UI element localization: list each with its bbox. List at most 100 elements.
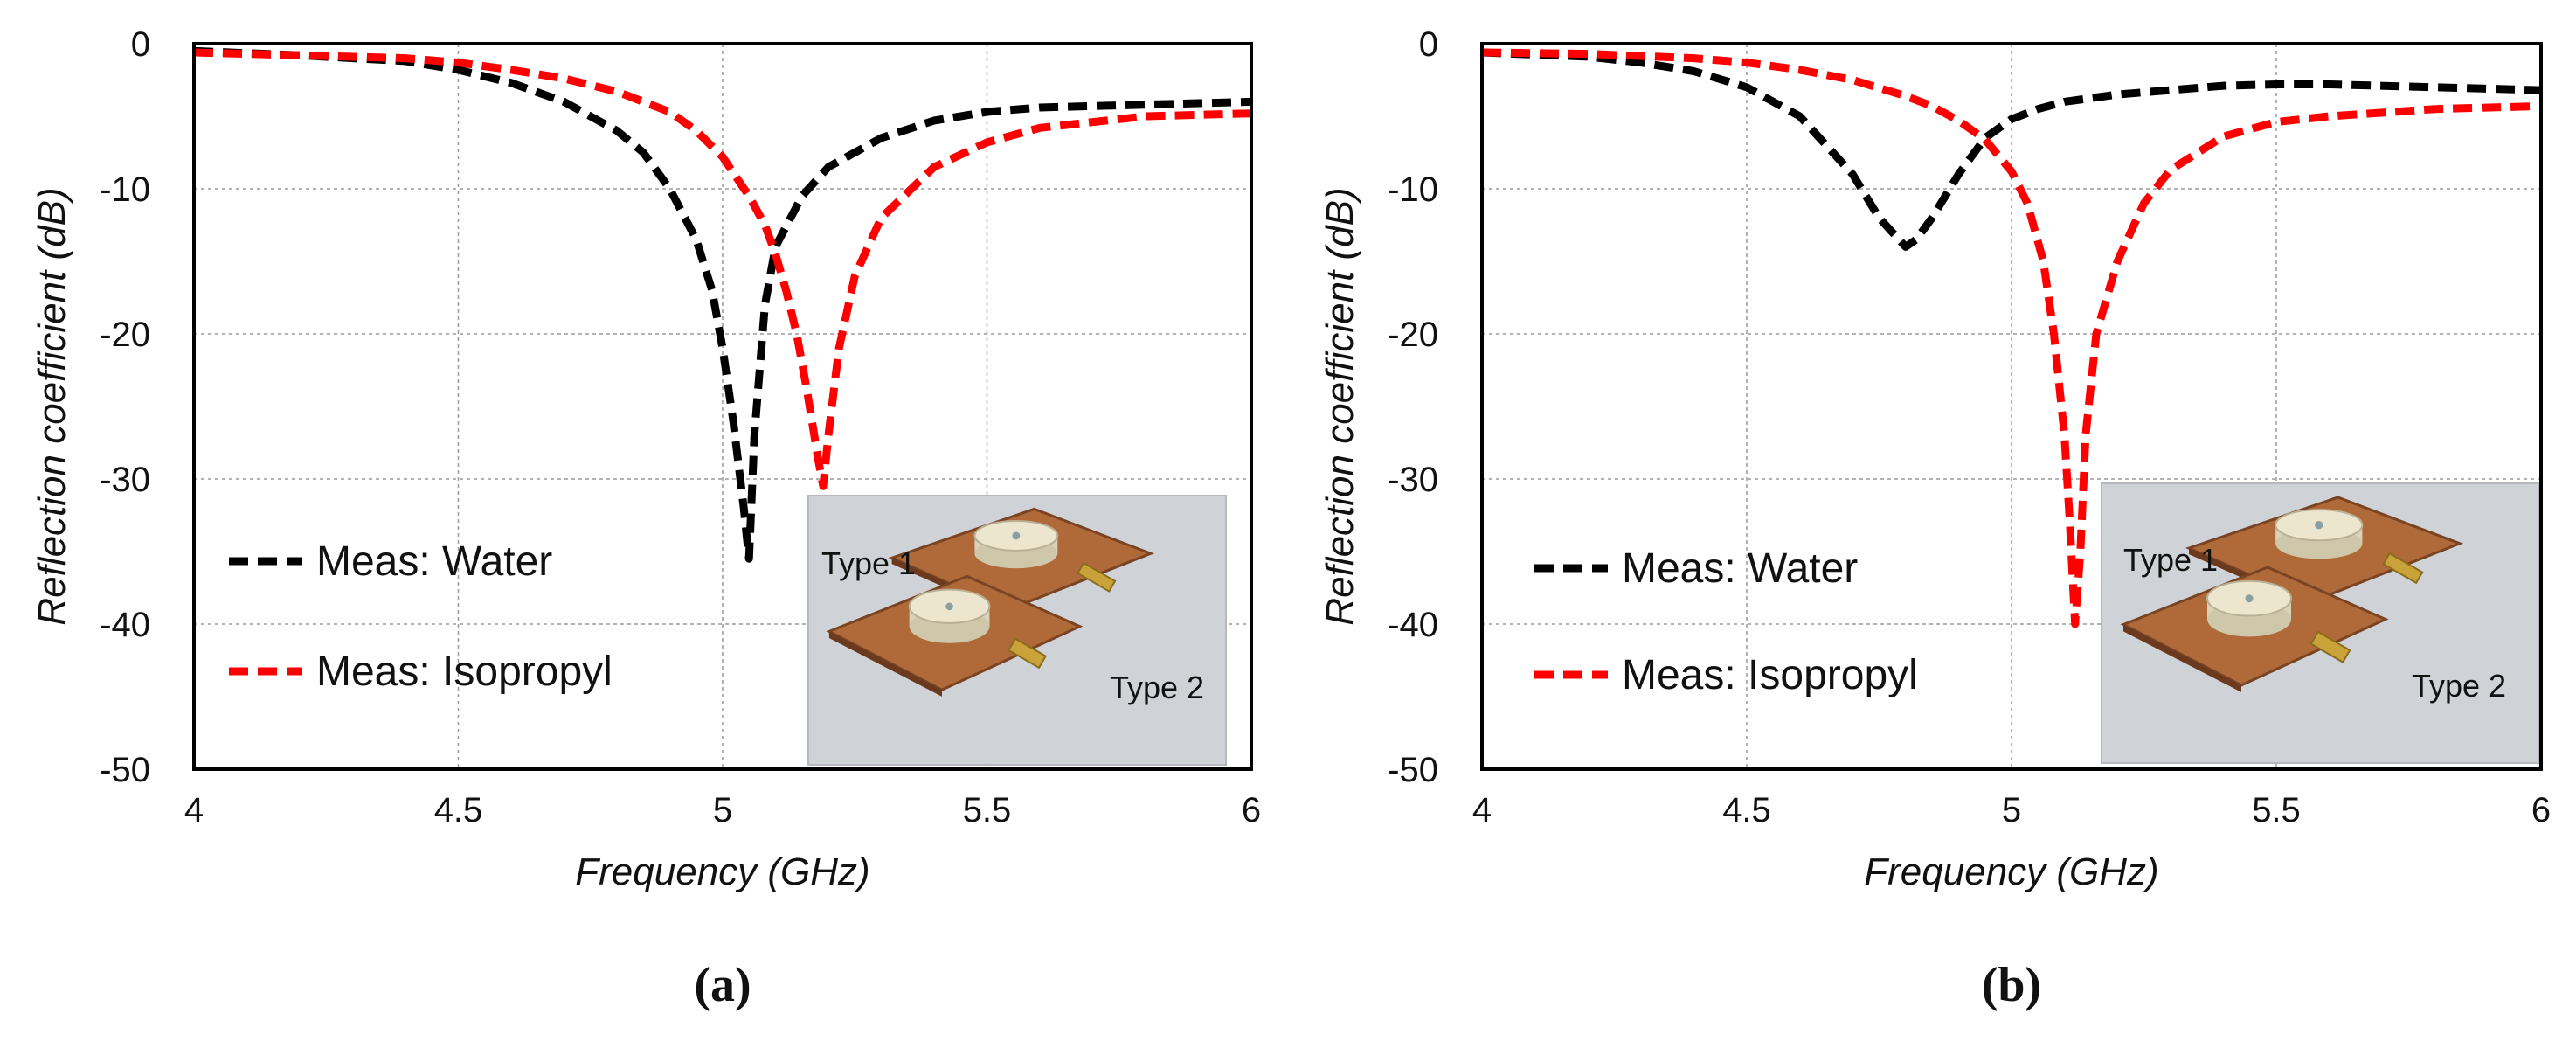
legend-label-isopropyl: Meas: Isopropyl [1622,652,1918,698]
board-type-1-sma-connector [1007,637,1048,670]
board-type-1-sma-connector [2309,630,2351,664]
legend-label-water: Meas: Water [1622,545,1858,592]
inset-label-type-1: Type 1 [821,545,916,581]
data-point-water [732,420,735,422]
board-type-1-plate-edge [828,631,942,697]
data-point-water [1639,61,1642,64]
data-point-isopropyl [774,253,777,255]
board-type-1-plate-edge [2123,624,2241,692]
x-tick-label: 6 [1242,791,1261,829]
data-point-isopropyl [2143,202,2145,205]
data-point-isopropyl [2116,260,2119,263]
y-tick-label: -20 [1388,316,1438,354]
data-point-isopropyl [1984,138,1986,141]
y-axis-title: Reflection coefficient (dB) [31,187,73,625]
data-point-isopropyl [2434,108,2436,110]
data-point-water [616,129,619,132]
data-point-water [1039,107,1042,109]
legend-label-water: Meas: Water [316,538,552,585]
board-type-1-resonator-hole [945,602,953,611]
data-point-water [800,195,803,198]
plot-frame [1480,42,2543,771]
data-point-isopropyl [838,347,841,350]
series-line-isopropyl [1481,48,2542,628]
data-point-water [1798,115,1801,118]
x-axis-title: Frequency (GHz) [575,850,869,893]
data-point-isopropyl [2275,121,2278,123]
inset-photo: Type 1 Type 2 [807,495,1227,766]
data-point-water [2037,108,2039,110]
data-point-isopropyl [816,456,819,459]
data-point-water [933,119,936,121]
x-tick-label: 4 [1472,791,1492,829]
data-point-isopropyl [2026,202,2029,205]
y-tick-label: -10 [1388,170,1438,209]
panel-b: Type 1 Type 2 4 4.5 5 5.5 6 0 -10 -20 -30 -40 -50 Fre… [1319,25,2551,1012]
data-point-water [710,289,713,292]
data-point-isopropyl [748,195,751,198]
y-tick-label: -40 [100,606,150,644]
data-point-isopropyl [1931,105,1934,108]
data-point-isopropyl [828,434,830,437]
data-point-water [2222,85,2225,87]
data-point-isopropyl [1693,57,1695,59]
panel-a: Type 1 Type 2 4 4.5 5 5.5 6 0 -10 -20 -30 -40 -50 Fre… [31,25,1261,1012]
data-point-isopropyl [880,217,883,219]
data-point-water [1746,86,1748,88]
y-tick-label: -50 [100,751,150,789]
board-type-2-resonator-hole [2315,521,2323,530]
series-line-water [193,46,1252,563]
data-point-water [986,111,988,114]
data-point-isopropyl [806,391,808,393]
data-point-isopropyl [563,77,565,80]
inset-label-type-1: Type 1 [2123,542,2218,578]
data-point-isopropyl [2011,170,2013,173]
board-type-2-sma-connector [1077,561,1117,593]
board-type-2-resonator-hole [1012,531,1021,540]
data-point-water [1931,217,1934,219]
data-point-water [2116,94,2119,96]
data-point-water [457,68,460,71]
x-tick-label: 6 [2531,791,2551,829]
data-point-isopropyl [668,111,671,114]
data-point-isopropyl [764,224,766,226]
y-tick-label: -10 [100,170,150,209]
panel-label: (b) [1982,958,2041,1012]
inset-label-type-2: Type 2 [1110,670,1204,705]
x-tick-label: 5 [2002,791,2021,829]
y-tick-label: -20 [100,316,150,354]
board-type-2-sma-connector [2382,552,2424,585]
y-tick-label: 0 [131,25,150,64]
data-point-water [510,81,513,84]
x-tick-label: 4 [184,791,204,829]
y-tick-label: 0 [1419,25,1438,64]
plot-frame [192,42,1253,771]
data-point-isopropyl [2095,333,2097,336]
x-tick-label: 5.5 [2252,791,2301,829]
data-point-isopropyl [510,68,513,71]
data-point-isopropyl [2042,260,2045,263]
data-point-water [722,347,724,350]
y-tick-label: -30 [100,461,150,499]
data-point-water [2275,83,2278,86]
data-point-isopropyl [1852,79,1854,81]
data-point-isopropyl [1145,115,1147,118]
data-point-isopropyl [854,274,856,277]
data-point-isopropyl [1587,52,1589,55]
x-tick-label: 4.5 [434,791,483,829]
data-point-water [668,188,671,191]
data-point-water [2328,83,2330,86]
data-point-water [642,151,645,154]
data-point-isopropyl [1746,61,1748,64]
legend: Meas: Water Meas: Isopropyl [229,538,613,695]
data-point-isopropyl [2328,115,2330,118]
data-point-isopropyl [2084,434,2087,437]
data-point-water [1852,173,1854,176]
x-tick-label: 5.5 [963,791,1012,829]
inset-photo: Type 1 Type 2 [2101,482,2539,764]
data-point-water [2011,118,2013,121]
data-point-water [764,303,766,306]
series-line-isopropyl [193,48,1252,490]
data-point-isopropyl [2068,521,2071,524]
